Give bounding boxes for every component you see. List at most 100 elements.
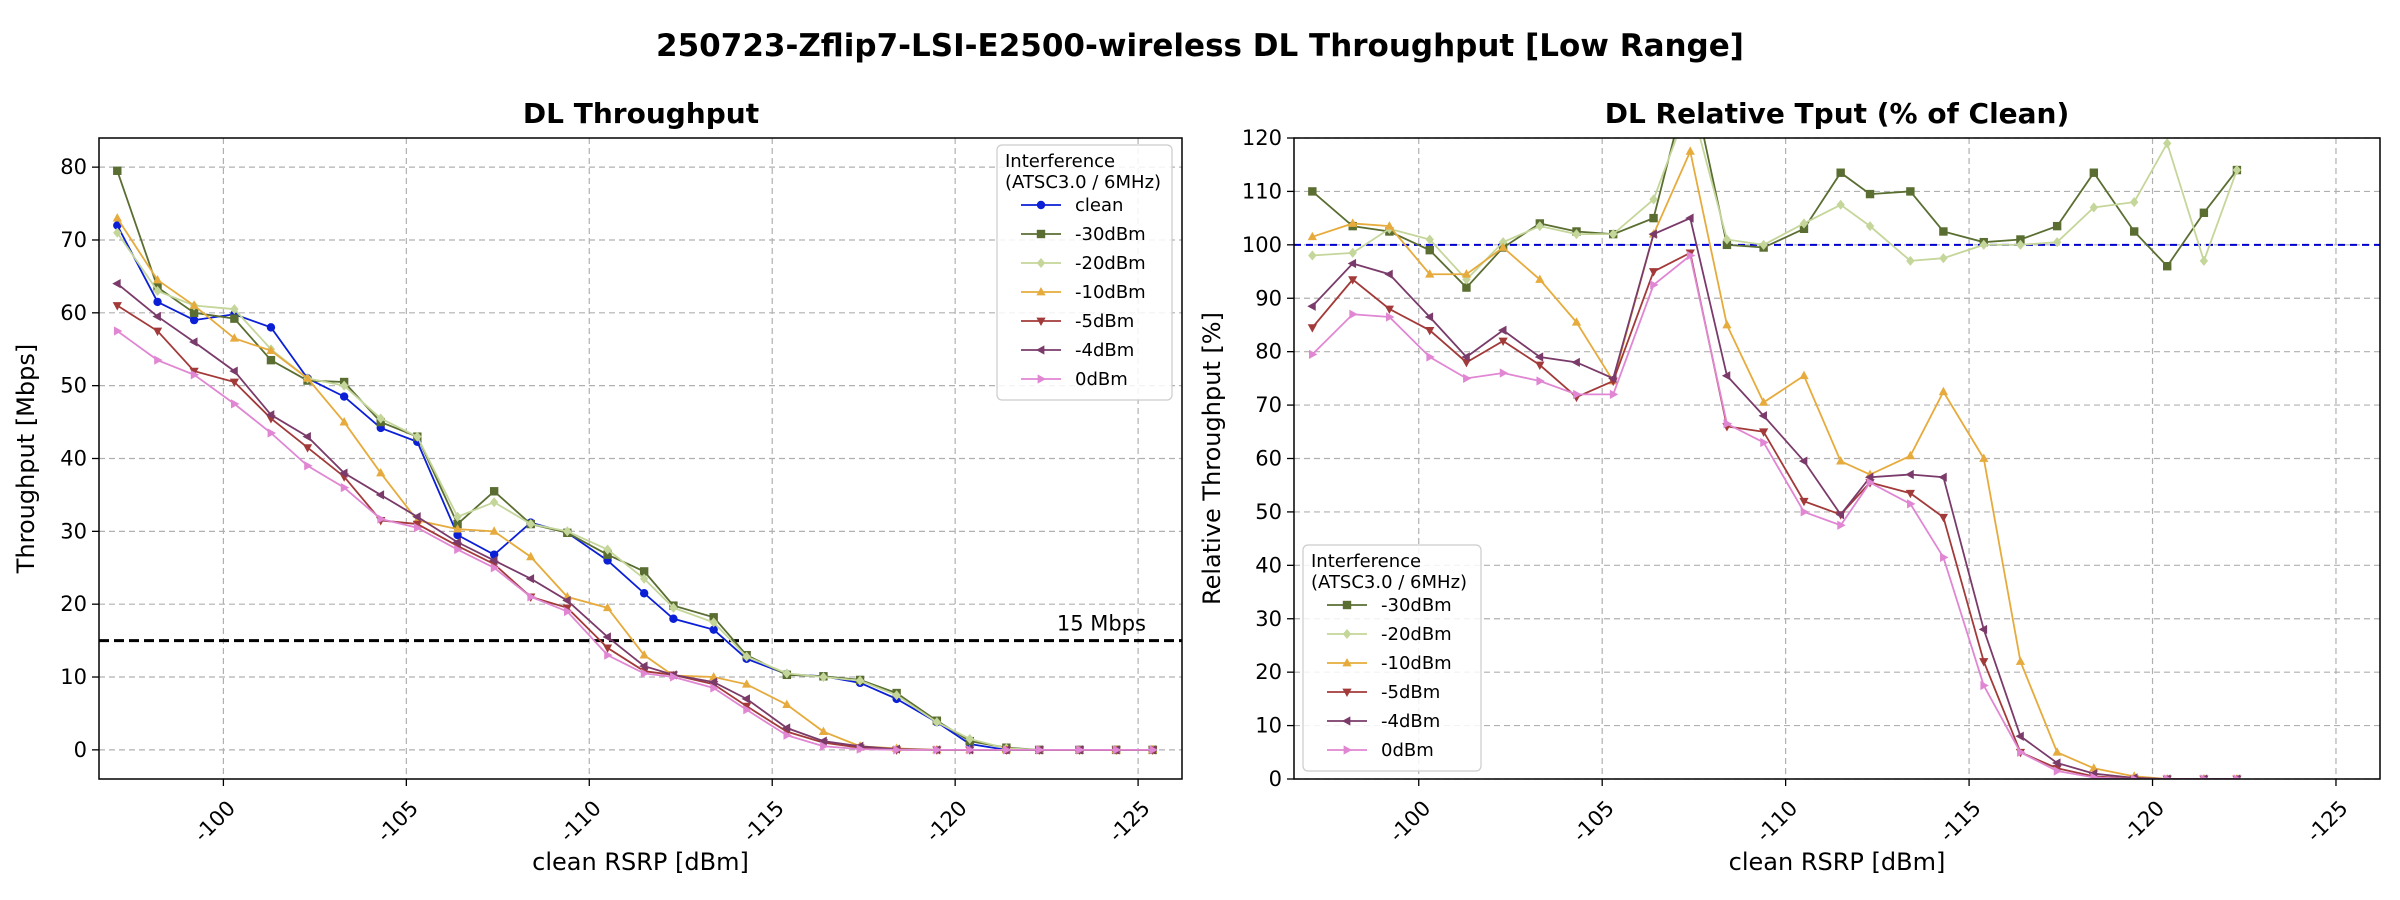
figure-title: 250723-Zflip7-LSI-E2500-wireless DL Thro… bbox=[656, 28, 1744, 64]
data-point--4dBm bbox=[525, 574, 535, 584]
legend-entry--5dBm: -5dBm bbox=[1075, 311, 1134, 332]
y-tick-label: 120 bbox=[1242, 126, 1282, 150]
data-point-0dBm bbox=[1573, 389, 1582, 400]
data-point--4dBm bbox=[1461, 352, 1470, 362]
data-point--20dBm bbox=[453, 511, 462, 522]
data-point--5dBm bbox=[1498, 337, 1508, 347]
data-point--4dBm bbox=[1905, 469, 1914, 480]
y-tick-label: 50 bbox=[1255, 500, 1282, 524]
data-point--4dBm bbox=[562, 595, 571, 606]
data-point-clean bbox=[153, 297, 162, 307]
legend-entry-clean: clean bbox=[1075, 195, 1123, 216]
data-point--5dBm bbox=[562, 604, 572, 613]
data-point--10dBm bbox=[818, 726, 829, 736]
data-point--5dBm bbox=[1648, 268, 1659, 277]
data-point--30dBm bbox=[639, 567, 649, 576]
data-point--20dBm bbox=[1498, 237, 1508, 248]
data-point--5dBm bbox=[1307, 324, 1317, 333]
data-point--5dBm bbox=[1535, 361, 1545, 371]
data-point--5dBm bbox=[1799, 497, 1809, 507]
data-point--4dBm bbox=[708, 677, 718, 687]
data-point--4dBm bbox=[1721, 371, 1731, 381]
panel-title: DL Throughput bbox=[523, 97, 759, 130]
y-tick-label: 20 bbox=[60, 592, 87, 616]
data-point--10dBm bbox=[452, 524, 463, 533]
data-point-0dBm bbox=[2233, 774, 2242, 779]
data-point-0dBm bbox=[893, 745, 902, 755]
data-point-0dBm bbox=[2130, 774, 2140, 779]
data-point-0dBm bbox=[377, 514, 386, 524]
data-point-0dBm bbox=[1536, 376, 1545, 386]
data-point--10dBm bbox=[1938, 386, 1949, 396]
x-tick-label: -115 bbox=[738, 796, 789, 847]
series-line--20dBm bbox=[1312, 138, 2238, 281]
data-point--30dBm bbox=[2052, 221, 2062, 231]
data-point--30dBm bbox=[1425, 245, 1434, 255]
data-point--30dBm bbox=[2199, 208, 2209, 217]
legend-entry-0dBm: 0dBm bbox=[1381, 740, 1434, 761]
data-point-0dBm bbox=[2053, 766, 2063, 776]
data-point-0dBm bbox=[966, 745, 975, 755]
x-tick-label: -100 bbox=[189, 796, 240, 847]
legend-marker--4dBm bbox=[1341, 716, 1351, 726]
data-point--4dBm bbox=[1978, 624, 1988, 635]
data-point--20dBm bbox=[1836, 199, 1845, 210]
y-tick-label: 110 bbox=[1242, 179, 1282, 203]
data-point--20dBm bbox=[639, 573, 649, 584]
data-point--4dBm bbox=[741, 694, 750, 704]
legend-entry--10dBm: -10dBm bbox=[1381, 653, 1452, 674]
y-tick-label: 60 bbox=[1255, 447, 1282, 471]
data-point--4dBm bbox=[1648, 229, 1657, 239]
data-point--10dBm bbox=[189, 300, 199, 309]
data-point--4dBm bbox=[1798, 456, 1808, 466]
data-point--10dBm bbox=[1461, 269, 1472, 278]
legend-entry--20dBm: -20dBm bbox=[1381, 624, 1452, 645]
data-point--4dBm bbox=[1347, 258, 1357, 269]
legend-marker--10dBm bbox=[1036, 286, 1046, 296]
data-point--5dBm bbox=[112, 302, 122, 311]
data-point--10dBm bbox=[1759, 397, 1769, 406]
y-tick-label: 10 bbox=[60, 665, 87, 689]
legend-marker--30dBm bbox=[1342, 600, 1352, 610]
y-tick-label: 10 bbox=[1255, 714, 1282, 738]
y-tick-label: 30 bbox=[1255, 607, 1282, 631]
data-point--20dBm bbox=[2129, 197, 2139, 208]
data-point--20dBm bbox=[1572, 229, 1581, 240]
data-point-0dBm bbox=[1349, 309, 1358, 319]
data-point--5dBm bbox=[302, 444, 313, 453]
data-point--30dBm bbox=[1649, 213, 1658, 223]
data-point--4dBm bbox=[1384, 269, 1393, 279]
data-point--10dBm bbox=[1307, 231, 1317, 241]
data-point-0dBm bbox=[154, 355, 163, 365]
data-point--20dBm bbox=[782, 668, 792, 679]
data-point--5dBm bbox=[152, 327, 163, 337]
data-point--30dBm bbox=[2016, 235, 2025, 244]
data-point--5dBm bbox=[1938, 513, 1949, 523]
data-point--30dBm bbox=[1939, 227, 1948, 236]
data-point--20dBm bbox=[2199, 255, 2209, 266]
data-point--4dBm bbox=[1864, 472, 1874, 482]
data-point--10dBm bbox=[741, 679, 752, 688]
data-point--4dBm bbox=[1424, 312, 1434, 322]
data-point--4dBm bbox=[339, 468, 348, 478]
y-axis-label: Throughput [Mbps] bbox=[12, 344, 40, 574]
data-point-0dBm bbox=[743, 705, 752, 715]
data-point--5dBm bbox=[1905, 489, 1915, 499]
data-point--10dBm bbox=[602, 602, 613, 612]
data-point--20dBm bbox=[413, 431, 422, 442]
data-point--30dBm bbox=[2129, 227, 2139, 236]
data-point--30dBm bbox=[489, 487, 499, 496]
data-point--10dBm bbox=[489, 526, 499, 535]
data-point--10dBm bbox=[1836, 456, 1846, 465]
data-point--5dBm bbox=[1384, 305, 1395, 314]
data-point--30dBm bbox=[189, 308, 199, 318]
data-point--30dBm bbox=[1722, 240, 1732, 250]
data-point--30dBm bbox=[1308, 187, 1317, 196]
data-point-clean bbox=[189, 315, 199, 325]
data-point--10dBm bbox=[1348, 218, 1358, 227]
legend-title: (ATSC3.0 / 6MHz) bbox=[1005, 172, 1161, 193]
legend-entry--20dBm: -20dBm bbox=[1075, 253, 1146, 274]
data-point--20dBm bbox=[1535, 221, 1545, 232]
data-point-clean bbox=[709, 625, 718, 634]
data-point--4dBm bbox=[781, 723, 791, 733]
